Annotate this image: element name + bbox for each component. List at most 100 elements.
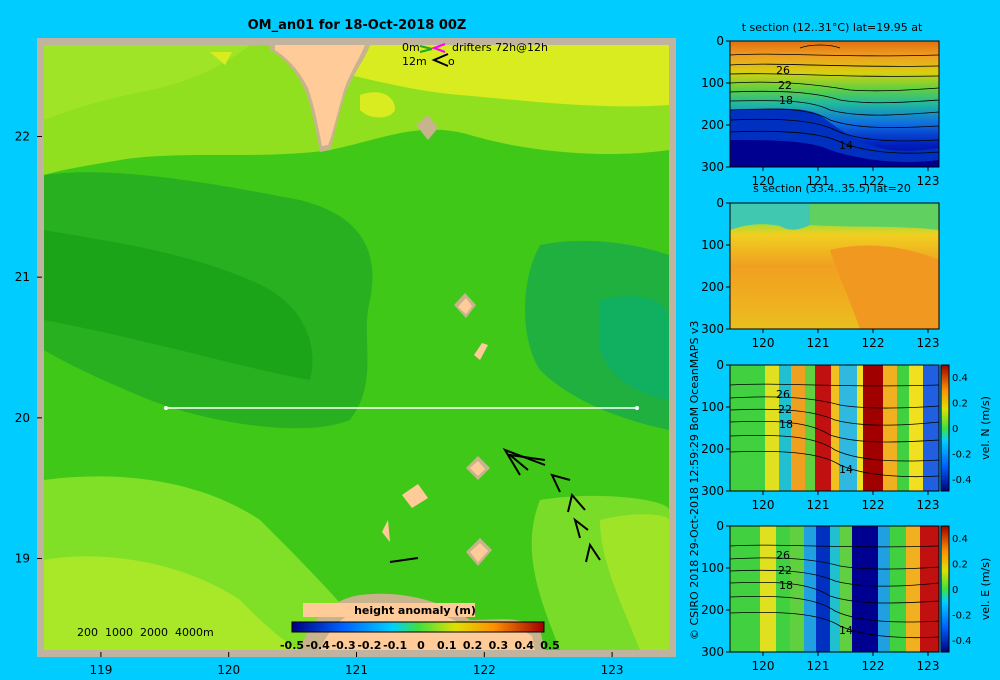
svg-text:0m: 0m (402, 41, 420, 54)
panel-y-tick-label: 100 (701, 561, 724, 575)
panel-colorbar-tick: 0.4 (952, 534, 968, 545)
panel-y-tick-label: 0 (716, 34, 724, 48)
panel-colorbar-tick: 0.2 (952, 560, 968, 571)
panel-x-tick-label: 120 (752, 498, 775, 512)
panel-y-tick-label: 300 (701, 322, 724, 336)
colorbar-tick-label: 0.4 (514, 639, 534, 652)
contour-label: 18 (779, 418, 793, 431)
contour-label: 14 (839, 463, 853, 476)
panel-x-tick-label: 123 (917, 498, 940, 512)
depth-legend: 200 1000 2000 4000m (77, 626, 214, 639)
panel-colorbar-tick: 0 (952, 424, 958, 435)
contour-label: 18 (779, 579, 793, 592)
panel-x-tick-label: 120 (752, 659, 775, 673)
panel-colorbar-tick: -0.2 (952, 611, 972, 622)
panel-x-tick-label: 122 (862, 174, 885, 188)
panel-y-tick-label: 300 (701, 484, 724, 498)
panel-colorbar-tick: -0.2 (952, 450, 972, 461)
panel-y-tick-label: 300 (701, 645, 724, 659)
drifter-tracks (389, 448, 601, 563)
map-y-tick-label: 19 (15, 552, 30, 566)
contour-label: 18 (779, 94, 793, 107)
panel-x-tick-label: 121 (807, 174, 830, 188)
map-x-tick-label: 120 (217, 663, 240, 677)
contour-label: 14 (839, 624, 853, 637)
colorbar-tick-label: -0.4 (306, 639, 330, 652)
credit-text: © CSIRO 2018 29-Oct-2018 12:59:29 BoM Oc… (688, 321, 701, 640)
panel-colorbar-tick: 0.2 (952, 399, 968, 410)
panel-x-tick-label: 122 (862, 659, 885, 673)
contour-label: 14 (839, 139, 853, 152)
panel-y-tick-label: 300 (701, 160, 724, 174)
map-title: OM_an01 for 18-Oct-2018 00Z (248, 18, 467, 33)
colorbar-tick-label: 0.2 (463, 639, 483, 652)
map-y-tick-label: 22 (15, 129, 30, 143)
svg-text:drifters 72h@12h: drifters 72h@12h (452, 41, 548, 54)
drifter-legend: 0m 12m drifters 72h@12h o (402, 41, 548, 68)
panel-colorbar-tick: -0.4 (952, 636, 972, 647)
map-x-tick-label: 121 (345, 663, 368, 677)
panel-temperature: t section (12..31°C) lat=19.95 at (729, 21, 940, 168)
colorbar-tick-label: -0.1 (383, 639, 407, 652)
colorbar-tick-label: -0.3 (332, 639, 356, 652)
panel-y-tick-label: 200 (701, 280, 724, 294)
panel-y-tick-label: 0 (716, 519, 724, 533)
map-y-tick-label: 20 (15, 411, 30, 425)
panel-colorbar-tick: -0.4 (952, 475, 972, 486)
height-colorbar: height anomaly (m) -0.5 -0.4 -0.3 -0.2 -0.1 0… (280, 603, 560, 652)
colorbar-tick-label: 0.3 (489, 639, 509, 652)
height-anomaly-field (44, 45, 669, 650)
map-y-tick-label: 21 (15, 270, 30, 284)
contour-label: 22 (778, 564, 792, 577)
panel-x-tick-label: 123 (917, 659, 940, 673)
panel-x-tick-label: 121 (807, 498, 830, 512)
section-line (164, 406, 639, 410)
colorbar-tick-label: -0.5 (280, 639, 304, 652)
colorbar-tick-label: 0.1 (437, 639, 457, 652)
panel-y-tick-label: 0 (716, 358, 724, 372)
panel-y-tick-label: 200 (701, 118, 724, 132)
panel-colorbar-label: vel. N (m/s) (979, 396, 992, 460)
panel-x-tick-label: 122 (862, 336, 885, 350)
contour-label: 22 (778, 403, 792, 416)
map-x-tick-label: 122 (473, 663, 496, 677)
colorbar-tick-label: 0 (417, 639, 425, 652)
colorbar-tick-label: 0.5 (540, 639, 560, 652)
contour-label: 26 (776, 64, 790, 77)
panel-x-tick-label: 120 (752, 336, 775, 350)
panel-colorbar-tick: 0 (952, 585, 958, 596)
map-x-tick-label: 123 (601, 663, 624, 677)
panel-y-tick-label: 200 (701, 442, 724, 456)
panel-x-tick-label: 120 (752, 174, 775, 188)
panel-colorbar-tick: 0.4 (952, 373, 968, 384)
contour-label: 22 (778, 79, 792, 92)
colorbar-title: height anomaly (m) (354, 604, 476, 617)
panel-y-tick-label: 200 (701, 603, 724, 617)
map-x-ticks: 119 120 121 122 123 (89, 652, 624, 677)
panel-x-tick-label: 123 (917, 336, 940, 350)
panel-title: s section (33.4..35.5) lat=20 (753, 182, 911, 195)
contour-label: 26 (776, 549, 790, 562)
panel-salinity: s section (33.4..35.5) lat=20 (729, 182, 940, 330)
panel-y-tick-label: 100 (701, 238, 724, 252)
map-x-tick-label: 119 (89, 663, 112, 677)
panel-x-tick-label: 122 (862, 498, 885, 512)
panel-y-tick-label: 0 (716, 196, 724, 210)
panel-title: t section (12..31°C) lat=19.95 at (742, 21, 923, 34)
panel-y-tick-label: 100 (701, 76, 724, 90)
panel-x-tick-label: 121 (807, 336, 830, 350)
panel-vel-e (729, 525, 950, 653)
panel-vel-n (729, 364, 950, 492)
contour-label: 26 (776, 388, 790, 401)
colorbar-tick-label: -0.2 (357, 639, 381, 652)
panel-colorbar-label: vel. E (m/s) (979, 558, 992, 621)
map-y-ticks: 22 21 20 19 (15, 129, 42, 566)
panel-x-tick-label: 123 (917, 174, 940, 188)
svg-text:o: o (448, 55, 455, 68)
panel-x-tick-label: 121 (807, 659, 830, 673)
svg-text:12m: 12m (402, 55, 427, 68)
panel-y-tick-label: 100 (701, 400, 724, 414)
panel-axes: 120 121 122 123 0 100 200 300 26 22 18 14 120 121 122 1… (701, 34, 992, 673)
colorbar-ticks: -0.5 -0.4 -0.3 -0.2 -0.1 0 0.1 0.2 0.3 0.4 0.5 (280, 639, 560, 652)
